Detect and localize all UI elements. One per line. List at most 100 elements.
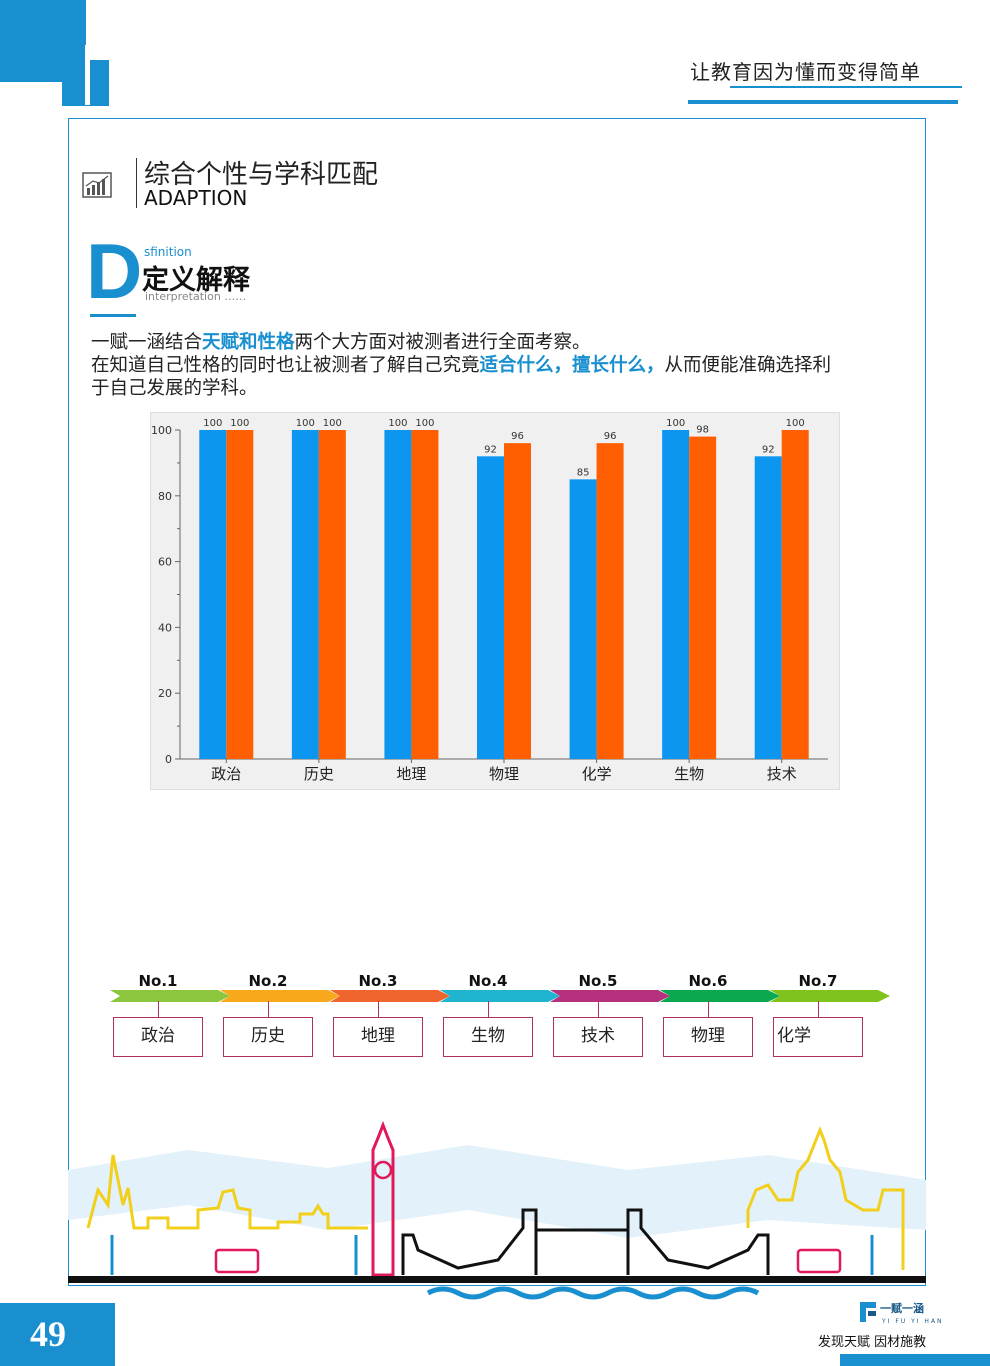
bar-value-label: 98 (696, 425, 709, 436)
rank-arrow (110, 990, 230, 1002)
x-category-label: 历史 (304, 765, 334, 783)
x-category-label: 生物 (674, 765, 704, 783)
rank-connector (158, 1001, 159, 1017)
rank-subject-box: 技术 (553, 1017, 643, 1057)
bar (477, 456, 504, 759)
paragraph-line-2: 在知道自己性格的同时也让被测者了解自己究竟适合什么，擅长什么，从而便能准确选择利 (91, 351, 831, 377)
bar-value-label: 96 (511, 431, 524, 442)
footer-slogan: 发现天赋 因材施教 (818, 1335, 927, 1350)
bar-value-label: 100 (296, 418, 315, 429)
bar-value-label: 100 (203, 418, 222, 429)
paragraph-text: 在知道自己性格的同时也让被测者了解自己究竟 (91, 355, 480, 376)
page-number-badge: 49 (0, 1303, 115, 1366)
rank-connector (708, 1001, 709, 1017)
brand-subtitle: YI FU YI HAN (882, 1318, 944, 1325)
city-skyline-illustration (68, 1120, 926, 1300)
x-category-label: 政治 (211, 765, 241, 783)
content-frame (68, 118, 926, 1286)
bar (384, 430, 412, 759)
rank-arrow-shape (550, 990, 670, 1002)
paragraph-text: 两个大方面对被测者进行全面考察。 (294, 332, 591, 353)
rank-number: No.6 (688, 972, 728, 990)
bar (662, 430, 690, 759)
rank-connector (488, 1001, 489, 1017)
header-underline (688, 100, 958, 104)
bar-value-label: 100 (666, 418, 685, 429)
y-tick-label: 40 (158, 621, 172, 634)
corner-decoration-bar (36, 0, 86, 46)
bar (504, 443, 531, 759)
paragraph-highlight: 天赋和性格 (202, 332, 295, 353)
rank-number: No.4 (468, 972, 508, 990)
y-tick-label: 60 (158, 556, 172, 569)
definition-letter: D (86, 227, 143, 315)
definition-title: 定义解释 (142, 265, 250, 296)
paragraph-line-1: 一赋一涵结合天赋和性格两个大方面对被测者进行全面考察。 (91, 328, 591, 354)
rank-subject-box: 地理 (333, 1017, 423, 1057)
bar-value-label: 96 (604, 431, 617, 442)
x-category-label: 地理 (396, 765, 426, 783)
page-number: 49 (30, 1314, 66, 1354)
y-tick-label: 0 (165, 753, 172, 766)
rank-number: No.3 (358, 972, 398, 990)
definition-underline (90, 314, 136, 317)
section-divider (136, 158, 137, 208)
corner-decoration-gap (85, 45, 90, 105)
definition-small-top: sfinition (144, 245, 192, 259)
bar (291, 430, 319, 759)
bar-value-label: 100 (786, 418, 805, 429)
y-tick-label: 80 (158, 490, 172, 503)
bar (596, 443, 624, 759)
paragraph-highlight: 适合什么，擅长什么， (479, 355, 665, 376)
rank-arrow-shape (220, 990, 340, 1002)
x-category-label: 技术 (767, 765, 797, 783)
rank-arrow-shape (770, 990, 890, 1002)
y-tick-label: 100 (151, 424, 172, 437)
brand-logo-icon (860, 1302, 876, 1322)
header-tagline: 让教育因为懂而变得简单 (690, 60, 921, 84)
bar-chart: 0 20 40 60 80 100 100 100 政治 100 100 历史 100 100 地理 92 96… (151, 418, 828, 783)
bar-value-label: 85 (577, 467, 590, 478)
bar-value-label: 92 (484, 444, 497, 455)
rank-connector (268, 1001, 269, 1017)
footer-bar (840, 1354, 990, 1366)
rank-number: No.7 (798, 972, 838, 990)
rank-arrow-shape (330, 990, 450, 1002)
bar (689, 436, 717, 759)
bar-value-label: 100 (230, 418, 249, 429)
y-tick-label: 20 (158, 687, 172, 700)
rank-subject-box: 历史 (223, 1017, 313, 1057)
paragraph-text: 从而便能准确选择利 (664, 355, 832, 376)
bar (199, 430, 227, 759)
bar-value-label: 92 (762, 444, 775, 455)
bar-value-label: 100 (323, 418, 342, 429)
paragraph-text: 一赋一涵结合 (91, 332, 203, 353)
rank-number: No.1 (138, 972, 178, 990)
paragraph-line-3: 于自己发展的学科。 (91, 378, 258, 399)
rank-number: No.2 (248, 972, 288, 990)
rank-subject-box: 生物 (443, 1017, 533, 1057)
brand-name: 一赋一涵 (880, 1302, 924, 1315)
rank-arrow (220, 990, 340, 1002)
rank-connector (378, 1001, 379, 1017)
section-subtitle: ADAPTION (144, 186, 248, 210)
rank-arrow (330, 990, 450, 1002)
rank-arrow-shape (440, 990, 560, 1002)
bar (781, 430, 809, 759)
bar (226, 430, 254, 759)
bar (318, 430, 346, 759)
x-category-label: 化学 (582, 765, 612, 783)
rank-arrow-shape (660, 990, 780, 1002)
rank-arrow (440, 990, 560, 1002)
section-title: 综合个性与学科匹配 (144, 160, 379, 190)
rank-arrow-shape (110, 990, 230, 1002)
rank-subject-box: 物理 (663, 1017, 753, 1057)
rank-arrow (550, 990, 670, 1002)
bar (754, 456, 782, 759)
rank-arrow (770, 990, 890, 1002)
bar-value-label: 100 (388, 418, 407, 429)
rank-subject-box: 化学 (773, 1017, 863, 1057)
rank-subject-box: 政治 (113, 1017, 203, 1057)
rank-connector (598, 1001, 599, 1017)
header-underline-top (730, 86, 962, 88)
